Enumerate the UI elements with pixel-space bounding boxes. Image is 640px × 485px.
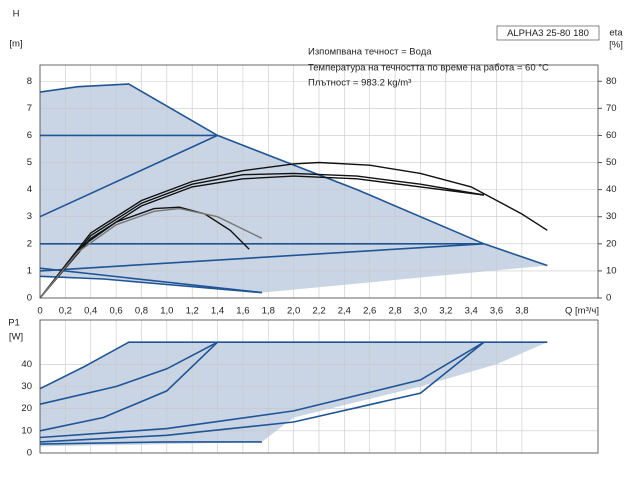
y-tick-label: 3 — [27, 211, 32, 222]
y-tick-label: 30 — [21, 381, 32, 392]
plot-frame — [39, 319, 599, 454]
curve — [39, 341, 218, 405]
x-tick-label: 2,2 — [312, 306, 325, 317]
y-axis-unit: [W] — [9, 332, 23, 343]
y2-tick-label: 40 — [606, 184, 617, 195]
x-tick-label: 1,4 — [211, 306, 224, 317]
x-tick-label: 3,4 — [465, 306, 478, 317]
curve — [39, 341, 548, 390]
x-tick-label: 0,2 — [59, 306, 72, 317]
x-tick-label: 0,8 — [135, 306, 148, 317]
x-tick-label: 1,6 — [236, 306, 249, 317]
curve — [39, 341, 219, 432]
x-tick-label: 0,4 — [84, 306, 97, 317]
y2-tick-label: 80 — [606, 76, 617, 87]
y-axis-unit: [m] — [9, 39, 22, 50]
x-tick-label: 2,8 — [388, 306, 401, 317]
curve — [39, 172, 485, 299]
curve — [39, 134, 218, 218]
curve — [39, 206, 250, 299]
x-tick-label: 1,0 — [160, 306, 173, 317]
y2-tick-label: 0 — [606, 293, 611, 304]
annotation: Плътност = 983.2 kg/m³ — [308, 78, 411, 89]
y-tick-label: 2 — [27, 238, 32, 249]
x-tick-label: 3,0 — [414, 306, 427, 317]
y2-tick-label: 70 — [606, 103, 617, 114]
x-axis-label: Q [m³/ч] — [565, 306, 599, 317]
y-axis-label: H — [13, 9, 20, 20]
y2-tick-label: 20 — [606, 238, 617, 249]
y2-axis-unit: [%] — [609, 40, 623, 51]
x-tick-label: 3,2 — [439, 306, 452, 317]
y-tick-label: 0 — [27, 293, 32, 304]
curve — [39, 341, 485, 443]
x-tick-label: 2,0 — [287, 306, 300, 317]
x-tick-label: 1,8 — [262, 306, 275, 317]
curve — [39, 267, 262, 294]
y2-tick-label: 30 — [606, 211, 617, 222]
y-tick-label: 5 — [27, 157, 32, 168]
y2-tick-label: 10 — [606, 265, 617, 276]
y2-tick-label: 60 — [606, 130, 617, 141]
curve — [39, 441, 262, 445]
curve — [39, 161, 548, 299]
curve — [39, 275, 262, 294]
annotation: Изпомпвана течност = Вода — [308, 47, 432, 58]
y-tick-label: 10 — [21, 425, 32, 436]
y-axis-label: P1 — [8, 318, 20, 329]
y-tick-label: 40 — [21, 359, 32, 370]
x-tick-label: 3,8 — [515, 306, 528, 317]
title-box — [496, 25, 600, 41]
x-tick-label: 0,6 — [109, 306, 122, 317]
x-tick-label: 0 — [37, 306, 42, 317]
curve — [39, 341, 485, 439]
x-tick-label: 2,4 — [338, 306, 351, 317]
curve — [39, 243, 484, 272]
x-tick-label: 3,6 — [490, 306, 503, 317]
annotation: Температура на течността по време на раб… — [308, 63, 549, 74]
y-tick-label: 4 — [27, 184, 32, 195]
curve — [39, 207, 263, 299]
y2-tick-label: 50 — [606, 157, 617, 168]
plot-frame — [39, 64, 599, 299]
x-tick-label: 1,2 — [186, 306, 199, 317]
y-tick-label: 0 — [27, 448, 32, 459]
y-tick-label: 6 — [27, 130, 32, 141]
y-tick-label: 7 — [27, 103, 32, 114]
y-tick-label: 20 — [21, 403, 32, 414]
y-tick-label: 1 — [27, 265, 32, 276]
y2-axis-label: eta — [609, 28, 623, 39]
x-tick-label: 2,6 — [363, 306, 376, 317]
y-tick-label: 8 — [27, 76, 32, 87]
chart-title: ALPHA3 25-80 180 — [507, 28, 589, 39]
